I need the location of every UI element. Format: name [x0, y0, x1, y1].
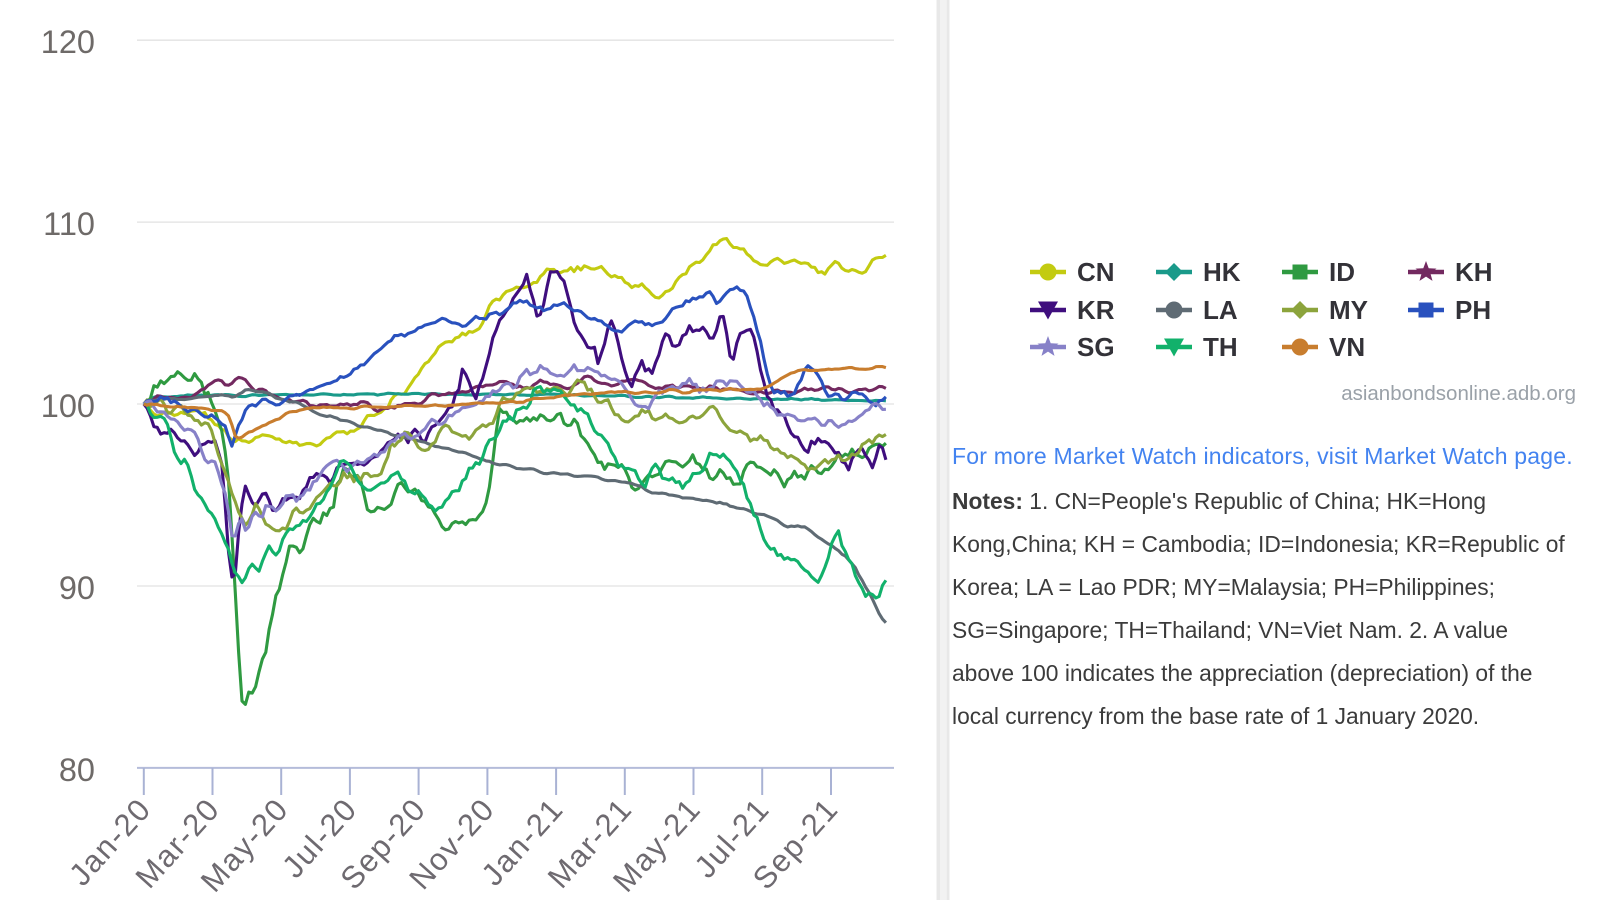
svg-text:120: 120: [41, 24, 95, 60]
svg-text:CN: CN: [1077, 257, 1115, 287]
svg-text:80: 80: [59, 752, 95, 788]
svg-text:110: 110: [43, 206, 95, 242]
svg-text:KH: KH: [1455, 257, 1493, 287]
svg-text:90: 90: [59, 570, 95, 606]
svg-text:PH: PH: [1455, 295, 1491, 325]
svg-text:LA: LA: [1203, 295, 1238, 325]
svg-text:MY: MY: [1329, 295, 1368, 325]
svg-text:100: 100: [41, 388, 95, 424]
svg-text:ID: ID: [1329, 257, 1355, 287]
svg-text:KR: KR: [1077, 295, 1115, 325]
svg-text:asianbondsonline.adb.org: asianbondsonline.adb.org: [1341, 382, 1576, 405]
svg-text:SG: SG: [1077, 332, 1115, 362]
svg-text:HK: HK: [1203, 257, 1241, 287]
svg-text:TH: TH: [1203, 332, 1238, 362]
svg-text:VN: VN: [1329, 332, 1365, 362]
